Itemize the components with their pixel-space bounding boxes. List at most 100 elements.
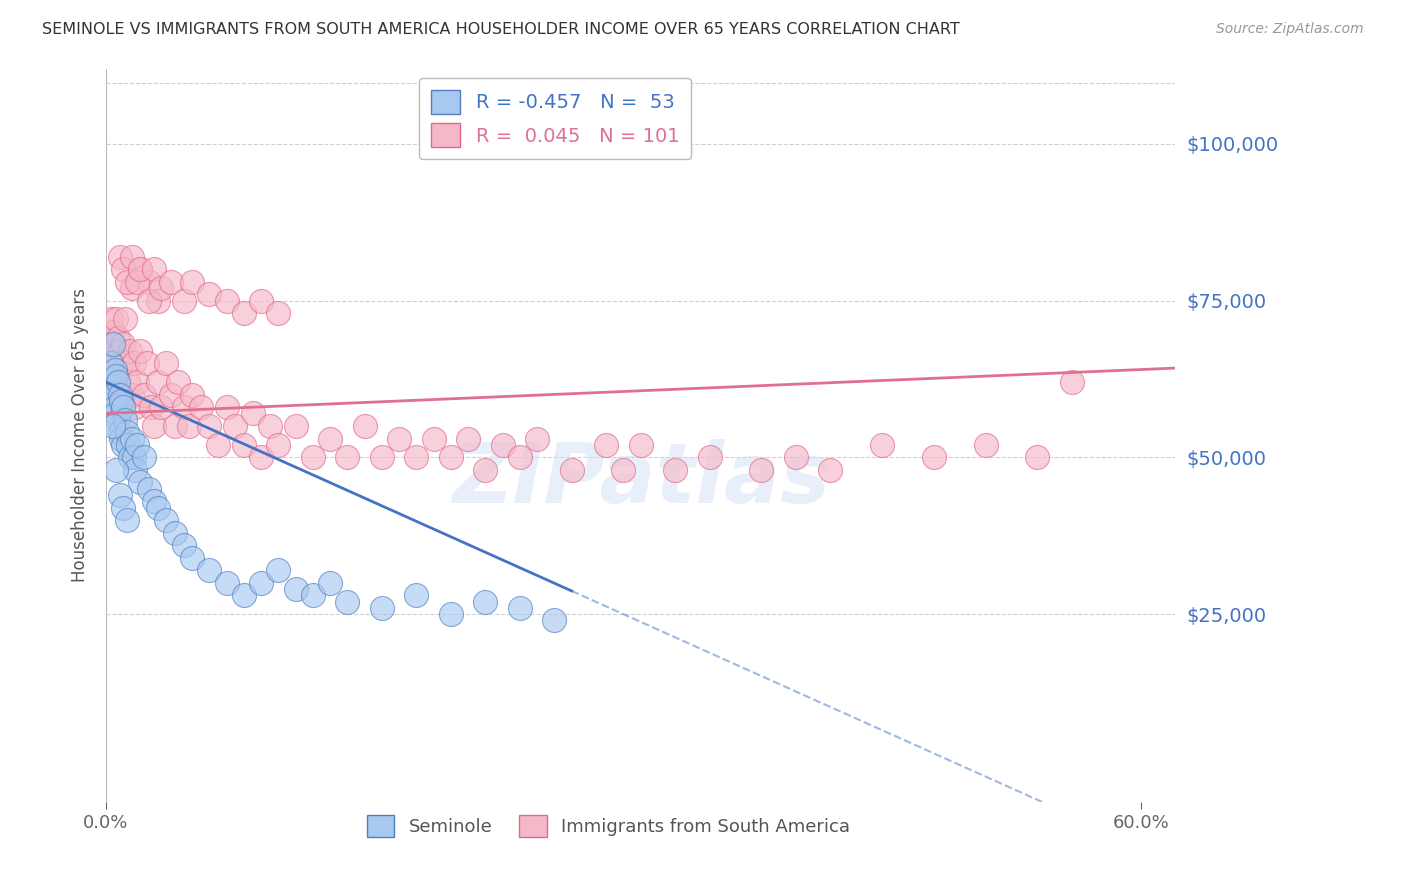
Point: [922, 450, 945, 465]
Point: [138, 275, 160, 289]
Text: SEMINOLE VS IMMIGRANTS FROM SOUTH AMERICA HOUSEHOLDER INCOME OVER 65 YEARS CORRE: SEMINOLE VS IMMIGRANTS FROM SOUTH AMERIC…: [42, 22, 960, 37]
Point: [232, 588, 254, 602]
Point: [526, 432, 548, 446]
Point: [125, 375, 148, 389]
Point: [371, 450, 394, 465]
Point: [302, 450, 325, 465]
Point: [250, 450, 273, 465]
Point: [509, 600, 531, 615]
Point: [440, 607, 463, 621]
Point: [110, 356, 132, 370]
Point: [146, 293, 169, 308]
Point: [108, 425, 131, 440]
Point: [160, 387, 183, 401]
Point: [440, 450, 463, 465]
Point: [110, 432, 132, 446]
Point: [302, 588, 325, 602]
Point: [100, 312, 122, 326]
Y-axis label: Householder Income Over 65 years: Householder Income Over 65 years: [72, 288, 89, 582]
Point: [173, 538, 195, 552]
Point: [136, 356, 159, 370]
Point: [124, 463, 146, 477]
Point: [115, 356, 138, 370]
Point: [198, 563, 221, 577]
Point: [664, 463, 686, 477]
Point: [820, 463, 842, 477]
Point: [114, 413, 136, 427]
Point: [100, 356, 122, 370]
Point: [101, 325, 124, 339]
Point: [103, 400, 125, 414]
Point: [105, 368, 128, 383]
Point: [129, 475, 152, 490]
Point: [122, 450, 145, 465]
Point: [207, 438, 229, 452]
Point: [108, 343, 131, 358]
Point: [103, 387, 125, 401]
Point: [474, 463, 496, 477]
Point: [319, 432, 342, 446]
Point: [215, 293, 238, 308]
Point: [108, 387, 131, 401]
Point: [117, 438, 139, 452]
Point: [155, 356, 177, 370]
Point: [118, 450, 141, 465]
Point: [105, 356, 128, 370]
Point: [1026, 450, 1049, 465]
Point: [267, 563, 290, 577]
Point: [112, 337, 135, 351]
Point: [121, 387, 143, 401]
Point: [267, 438, 290, 452]
Point: [319, 575, 342, 590]
Point: [117, 375, 139, 389]
Point: [112, 262, 135, 277]
Point: [112, 400, 135, 414]
Point: [405, 588, 427, 602]
Point: [388, 432, 411, 446]
Point: [215, 400, 238, 414]
Point: [215, 575, 238, 590]
Point: [612, 463, 634, 477]
Point: [163, 525, 186, 540]
Point: [491, 438, 513, 452]
Point: [474, 594, 496, 608]
Point: [124, 400, 146, 414]
Point: [259, 419, 281, 434]
Point: [107, 375, 129, 389]
Point: [105, 312, 128, 326]
Point: [101, 375, 124, 389]
Point: [107, 413, 129, 427]
Point: [115, 513, 138, 527]
Point: [110, 393, 132, 408]
Point: [98, 375, 121, 389]
Point: [143, 262, 166, 277]
Point: [132, 450, 155, 465]
Point: [112, 500, 135, 515]
Point: [129, 262, 152, 277]
Point: [150, 400, 173, 414]
Point: [173, 400, 195, 414]
Point: [105, 407, 128, 421]
Point: [101, 419, 124, 434]
Point: [105, 463, 128, 477]
Point: [232, 306, 254, 320]
Point: [190, 400, 212, 414]
Point: [173, 293, 195, 308]
Point: [224, 419, 246, 434]
Point: [167, 375, 190, 389]
Point: [250, 575, 273, 590]
Point: [353, 419, 375, 434]
Point: [121, 281, 143, 295]
Point: [121, 250, 143, 264]
Point: [870, 438, 893, 452]
Point: [749, 463, 772, 477]
Point: [138, 293, 160, 308]
Legend: Seminole, Immigrants from South America: Seminole, Immigrants from South America: [360, 808, 858, 845]
Point: [974, 438, 997, 452]
Point: [405, 450, 427, 465]
Point: [139, 400, 162, 414]
Point: [107, 368, 129, 383]
Point: [336, 450, 359, 465]
Point: [284, 582, 307, 596]
Point: [785, 450, 807, 465]
